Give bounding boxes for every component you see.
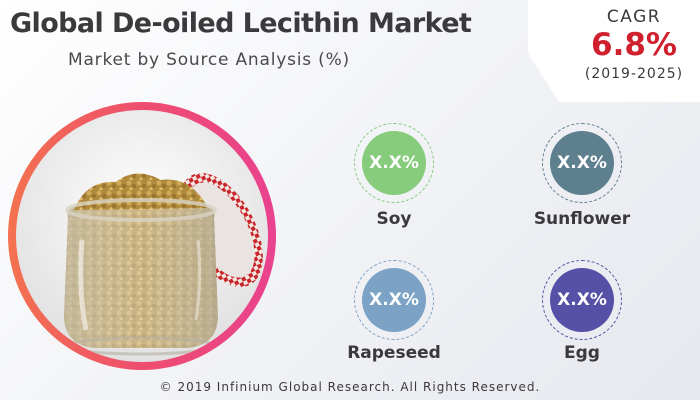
segment-sunflower-circle: X.X% xyxy=(542,123,622,203)
segment-sunflower-value: X.X% xyxy=(557,153,607,173)
copyright-footer: © 2019 Infinium Global Research. All Rig… xyxy=(159,380,541,394)
segment-rapeseed-value: X.X% xyxy=(369,290,419,310)
segment-soy-value: X.X% xyxy=(369,153,419,173)
segment-sunflower-label: Sunflower xyxy=(533,209,631,229)
segment-rapeseed-label: Rapeseed xyxy=(347,343,441,363)
lecithin-jar-photo xyxy=(16,110,268,362)
cagr-value: 6.8% xyxy=(591,27,677,63)
segment-egg-label: Egg xyxy=(564,343,600,363)
page-title: Global De-oiled Lecithin Market xyxy=(10,8,472,39)
jar-illustration xyxy=(16,110,268,362)
cagr-period: (2019-2025) xyxy=(584,66,684,82)
segment-rapeseed-circle: X.X% xyxy=(354,260,434,340)
segment-soy-circle: X.X% xyxy=(354,123,434,203)
cagr-label: CAGR xyxy=(606,7,662,27)
segment-egg-value: X.X% xyxy=(557,290,607,310)
page-subtitle: Market by Source Analysis (%) xyxy=(68,50,350,70)
cagr-badge xyxy=(528,0,700,102)
photo-ring xyxy=(8,102,276,370)
segment-egg-circle: X.X% xyxy=(542,260,622,340)
segment-soy-label: Soy xyxy=(376,209,412,229)
